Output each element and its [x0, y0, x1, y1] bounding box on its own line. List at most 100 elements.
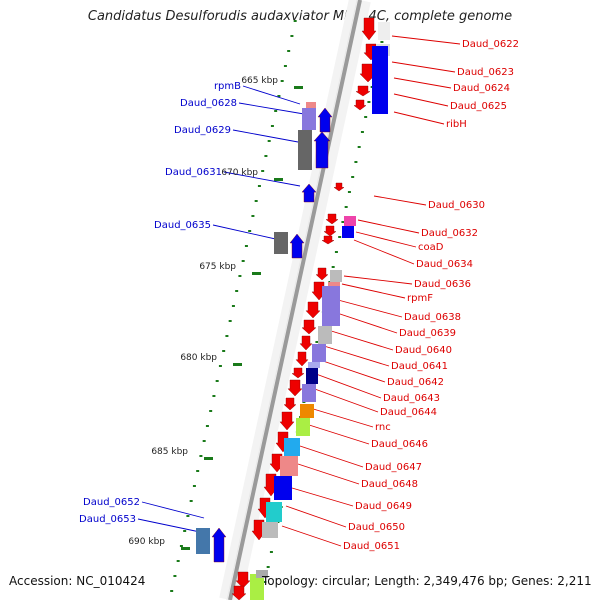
gene-label: Daud_0649 [355, 501, 412, 512]
tick-dot [347, 191, 351, 193]
tick-dot [351, 176, 355, 178]
gene-label: Daud_0638 [404, 312, 461, 323]
leader-line [281, 525, 342, 547]
leader-line [291, 487, 354, 507]
leader-line [299, 445, 364, 468]
reverse-gene-arrow [295, 351, 309, 367]
gene-label: Daud_0641 [391, 361, 448, 372]
accession-label: Accession: NC_010424 [9, 574, 146, 588]
reverse-gene-arrow [355, 85, 371, 97]
tick-dot [238, 275, 242, 277]
leader-line [242, 85, 301, 105]
gene-label: Daud_0647 [365, 462, 422, 473]
gene-label: Daud_0653 [79, 514, 136, 525]
kbp-tick [233, 363, 242, 366]
leader-line [311, 387, 379, 413]
forward-gene-arrow [289, 233, 305, 259]
gene-label: coaD [418, 242, 444, 253]
gene-label: Daud_0651 [343, 541, 400, 552]
leader-line [327, 329, 394, 351]
gene-feature-box [262, 522, 278, 538]
kbp-label: 675 kbp [199, 262, 236, 272]
backbone-strand [228, 0, 362, 600]
map-title: Candidatus Desulforudis audaxviator MP10… [87, 9, 513, 24]
tick-dot [205, 425, 209, 427]
tick-dot [183, 530, 187, 532]
gene-feature-box [344, 216, 356, 226]
leader-line [212, 224, 281, 241]
reverse-gene-arrow [279, 411, 295, 431]
tick-dot [179, 545, 183, 547]
leader-line [353, 239, 415, 265]
leader-line [393, 111, 445, 125]
tick-dot [192, 485, 196, 487]
tick-dot [215, 380, 219, 382]
forward-gene-arrow [301, 183, 317, 203]
gene-feature-box [280, 456, 298, 476]
tick-dot [248, 230, 252, 232]
forward-gene-arrow [211, 527, 227, 563]
tick-dot [218, 365, 222, 367]
leader-line [285, 505, 347, 528]
leader-line [223, 171, 301, 187]
tick-dot [196, 470, 200, 472]
leader-line [232, 129, 299, 143]
tick-dot [287, 50, 291, 52]
leader-line [337, 299, 403, 318]
gene-label: Daud_0635 [154, 220, 211, 231]
tick-dot [315, 341, 319, 343]
gene-feature-box [378, 22, 390, 40]
gene-feature-box [302, 108, 316, 130]
leader-line [315, 373, 382, 399]
reverse-gene-arrow [333, 182, 345, 192]
reverse-gene-arrow [291, 367, 305, 379]
gene-feature-box [342, 226, 354, 238]
gene-label: Daud_0623 [457, 67, 514, 78]
tick-dot [235, 290, 239, 292]
reverse-gene-arrow [287, 379, 303, 397]
tick-dot [364, 116, 368, 118]
gene-feature-box [312, 344, 326, 362]
kbp-label: 685 kbp [151, 447, 188, 457]
tick-dot [241, 260, 245, 262]
reverse-gene-arrow [361, 17, 377, 41]
gene-label: Daud_0625 [450, 101, 507, 112]
tick-dot [189, 500, 193, 502]
reverse-gene-arrow [235, 571, 251, 589]
reverse-gene-arrow [283, 397, 297, 411]
tick-dot [254, 200, 258, 202]
reverse-gene-arrow [325, 213, 339, 225]
tick-dot [354, 161, 358, 163]
gene-label: Daud_0631 [165, 167, 222, 178]
kbp-label: 690 kbp [128, 537, 165, 547]
gene-label: Daud_0629 [174, 125, 231, 136]
reverse-gene-arrow [315, 267, 329, 281]
leader-line [393, 93, 449, 107]
gene-label: Daud_0652 [83, 497, 140, 508]
gene-label: Daud_0650 [348, 522, 405, 533]
forward-gene-arrow [317, 107, 333, 133]
tick-dot [264, 155, 268, 157]
leader-line [355, 231, 417, 248]
leader-line [319, 359, 386, 383]
tick-dot [334, 251, 338, 253]
kbp-label: 670 kbp [221, 168, 258, 178]
tick-dot [331, 266, 335, 268]
gene-feature-box [296, 418, 310, 436]
tick-dot [360, 131, 364, 133]
gene-label: Daud_0640 [395, 345, 452, 356]
tick-dot [263, 581, 267, 583]
tick-dot [170, 590, 174, 592]
tick-dot [186, 515, 190, 517]
tick-dot [290, 35, 294, 37]
gene-glyphs [196, 17, 390, 600]
leader-line [333, 311, 398, 334]
leader-line [238, 102, 305, 115]
reverse-gene-arrow [301, 319, 317, 335]
tick-dot [341, 221, 345, 223]
tick-dot [261, 170, 265, 172]
tick-dot [357, 146, 361, 148]
gene-label: rpmF [407, 293, 433, 304]
gene-label: Daud_0624 [453, 83, 510, 94]
